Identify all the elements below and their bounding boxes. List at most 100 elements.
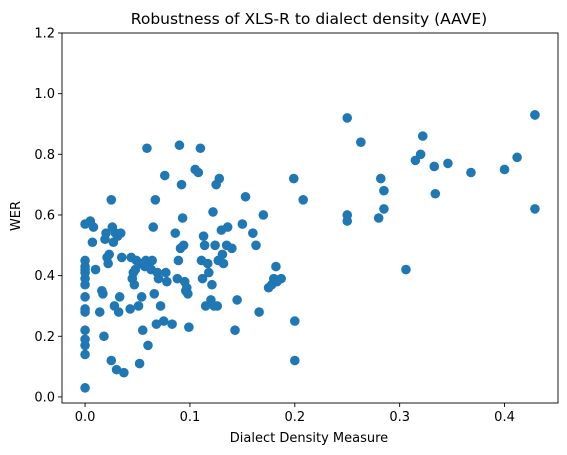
data-point — [342, 216, 353, 226]
data-point — [356, 137, 366, 147]
data-point — [94, 307, 105, 317]
data-point — [87, 237, 98, 248]
data-point — [530, 110, 540, 120]
data-point — [214, 173, 225, 184]
data-point — [212, 301, 222, 311]
data-point — [80, 334, 90, 345]
data-point — [106, 195, 117, 205]
data-point — [153, 273, 164, 284]
y-tick-label: 0.0 — [34, 390, 55, 405]
data-point — [173, 255, 184, 266]
data-point — [80, 349, 90, 360]
data-point — [161, 267, 171, 278]
data-point — [288, 173, 299, 184]
data-point — [116, 252, 127, 263]
data-point — [276, 273, 286, 284]
data-point — [375, 173, 386, 184]
data-point — [230, 325, 240, 336]
data-point — [218, 258, 229, 269]
data-point — [88, 222, 99, 232]
data-point — [80, 325, 90, 336]
data-point — [101, 228, 111, 238]
data-point — [177, 213, 188, 223]
y-tick-label: 0.2 — [34, 330, 55, 345]
data-point — [80, 383, 90, 393]
plot-frame — [61, 32, 559, 404]
data-point — [133, 301, 144, 311]
data-point — [227, 243, 237, 254]
data-point — [170, 228, 181, 238]
data-point — [222, 222, 233, 232]
data-point — [149, 289, 160, 299]
data-point — [289, 355, 300, 366]
data-point — [401, 264, 411, 275]
data-point — [417, 131, 428, 141]
data-point — [258, 210, 269, 220]
data-point — [429, 161, 440, 172]
data-point — [298, 195, 308, 205]
data-point — [195, 143, 206, 154]
x-tick-label: 0.0 — [75, 410, 96, 425]
data-point — [289, 316, 300, 326]
data-point — [193, 167, 204, 178]
data-point — [80, 292, 90, 302]
data-point — [155, 301, 166, 311]
data-point — [466, 167, 476, 178]
data-point — [204, 267, 214, 278]
data-point — [148, 222, 159, 232]
data-point — [129, 279, 140, 290]
data-point — [98, 289, 108, 299]
data-point — [184, 322, 194, 332]
data-point — [159, 170, 170, 181]
data-point — [125, 304, 135, 314]
x-tick-label: 0.1 — [180, 410, 201, 425]
data-point — [237, 219, 248, 229]
y-tick-label: 1.0 — [34, 87, 55, 102]
data-point — [248, 228, 258, 238]
data-point — [176, 179, 187, 190]
y-tick-label: 1.2 — [34, 27, 55, 42]
data-point — [512, 152, 522, 163]
data-point — [232, 295, 242, 305]
data-point — [373, 213, 384, 223]
data-point — [150, 195, 161, 205]
data-point — [162, 276, 172, 287]
data-point — [134, 358, 145, 369]
data-point — [80, 304, 90, 314]
data-point — [207, 279, 217, 290]
data-point — [106, 355, 117, 366]
chart-title: Robustness of XLS-R to dialect density (… — [131, 10, 487, 28]
data-point — [136, 292, 147, 302]
data-point — [114, 292, 125, 302]
y-tick-label: 0.8 — [34, 148, 55, 163]
data-point — [202, 258, 213, 269]
data-point — [142, 143, 152, 154]
data-point — [174, 140, 185, 151]
data-point — [415, 149, 426, 160]
x-tick-label: 0.3 — [389, 410, 410, 425]
data-point — [103, 258, 113, 269]
data-point — [199, 240, 210, 251]
data-point — [530, 204, 540, 214]
y-axis-label: WER — [9, 201, 24, 231]
data-point — [99, 331, 109, 342]
data-point — [115, 228, 126, 238]
data-point — [80, 255, 90, 266]
data-point — [113, 307, 124, 317]
x-axis: 0.0 0.1 0.2 0.3 0.4 — [75, 403, 515, 425]
x-axis-label: Dialect Density Measure — [230, 431, 388, 446]
data-point — [111, 364, 122, 375]
data-point — [147, 255, 157, 266]
x-tick-label: 0.4 — [494, 410, 515, 425]
x-tick-label: 0.2 — [284, 410, 305, 425]
data-point — [208, 207, 218, 217]
data-point — [254, 307, 264, 317]
data-point — [251, 240, 261, 251]
data-point — [197, 273, 208, 284]
data-point — [379, 204, 389, 214]
data-point — [172, 273, 183, 284]
data-point — [151, 319, 162, 329]
data-point — [137, 325, 148, 336]
data-points — [80, 110, 540, 393]
